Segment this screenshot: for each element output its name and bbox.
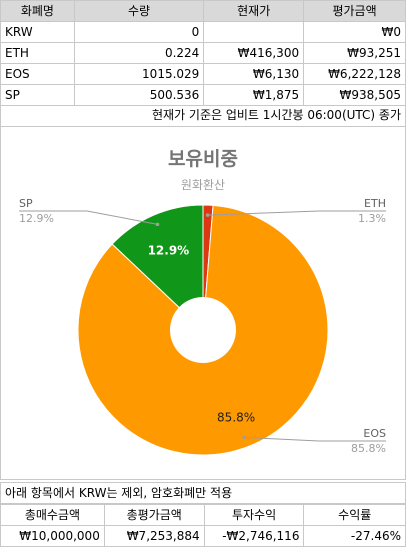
cell-return[interactable]: -27.46%: [303, 525, 406, 547]
header-cell-qty[interactable]: 수량: [73, 0, 205, 22]
cell-value[interactable]: ₩938,505: [303, 84, 406, 106]
header-cell-total-value[interactable]: 총평가금액: [103, 504, 205, 526]
slice-label-sp: 12.9%: [148, 244, 190, 258]
legend-label-eth: ETH: [364, 197, 386, 210]
cell-price[interactable]: ₩6,130: [203, 63, 305, 85]
header-cell-profit[interactable]: 투자수익: [203, 504, 305, 526]
legend-label-eos: EOS: [363, 427, 386, 440]
legend-percent-sp: 12.9%: [19, 212, 54, 225]
table-row: SP 500.536 ₩1,875 ₩938,505: [0, 84, 406, 106]
legend-percent-eos: 85.8%: [351, 442, 386, 455]
donut-hole: [170, 297, 236, 363]
holdings-table: 화폐명 수량 현재가 평가금액 KRW 0 ₩0 ETH 0.224 ₩416,…: [0, 0, 406, 106]
table-row: EOS 1015.029 ₩6,130 ₩6,222,128: [0, 63, 406, 85]
leader-dot-eos: [242, 435, 246, 440]
header-cell-name[interactable]: 화폐명: [0, 0, 75, 22]
cell-price[interactable]: ₩1,875: [203, 84, 305, 106]
pie-labels: ETH 1.3% EOS 85.8% SP 12.9% 85.8% 12.9%: [19, 197, 386, 455]
pie-slice-sp[interactable]: [111, 204, 204, 332]
holdings-pie-chart[interactable]: 보유비중 원화환산 ETH 1.3% EOS 85.8% SP 12.9% 85.8% 12.…: [0, 126, 406, 480]
cell-qty[interactable]: 500.536: [73, 84, 205, 106]
cell-qty[interactable]: 0: [73, 21, 205, 43]
summary-table: 총매수금액 총평가금액 투자수익 수익률 ₩10,000,000 ₩7,253,…: [0, 504, 406, 547]
legend-label-sp: SP: [19, 197, 33, 210]
price-note[interactable]: 현재가 기준은 업비트 1시간봉 06:00(UTC) 종가: [0, 105, 406, 127]
holdings-header-row: 화폐명 수량 현재가 평가금액: [0, 0, 406, 22]
chart-subtitle: 원화환산: [181, 178, 225, 192]
cell-value[interactable]: ₩93,251: [303, 42, 406, 64]
cell-qty[interactable]: 0.224: [73, 42, 205, 64]
summary-note[interactable]: 아래 항목에서 KRW는 제외, 암호화폐만 적용: [0, 482, 406, 504]
chart-title: 보유비중: [168, 148, 238, 170]
summary-values-row: ₩10,000,000 ₩7,253,884 -₩2,746,116 -27.4…: [0, 525, 406, 547]
leader-line-sp: [19, 210, 158, 225]
legend-percent-eth: 1.3%: [358, 212, 386, 225]
cell-qty[interactable]: 1015.029: [73, 63, 205, 85]
cell-name[interactable]: EOS: [0, 63, 75, 85]
cell-price[interactable]: ₩416,300: [203, 42, 305, 64]
cell-name[interactable]: ETH: [0, 42, 75, 64]
cell-name[interactable]: KRW: [0, 21, 75, 43]
table-row: ETH 0.224 ₩416,300 ₩93,251: [0, 42, 406, 64]
leader-line-eos: [244, 436, 386, 442]
header-cell-return[interactable]: 수익률: [303, 504, 406, 526]
cell-total-buy[interactable]: ₩10,000,000: [0, 525, 105, 547]
pie-chart-svg: 보유비중 원화환산 ETH 1.3% EOS 85.8% SP 12.9% 85.8% 12.…: [19, 148, 386, 456]
leader-line-eth: [207, 210, 386, 216]
cell-total-value[interactable]: ₩7,253,884: [103, 525, 205, 547]
table-row: KRW 0 ₩0: [0, 21, 406, 43]
cell-price[interactable]: [203, 21, 305, 43]
leader-dot-sp: [155, 222, 160, 227]
summary-header-row: 총매수금액 총평가금액 투자수익 수익률: [0, 504, 406, 526]
leader-dot-eth: [205, 213, 210, 217]
header-cell-total-buy[interactable]: 총매수금액: [0, 504, 105, 526]
header-cell-price[interactable]: 현재가: [203, 0, 305, 22]
pie-leader-lines: [19, 210, 386, 442]
cell-value[interactable]: ₩0: [303, 21, 406, 43]
cell-name[interactable]: SP: [0, 84, 75, 106]
cell-profit[interactable]: -₩2,746,116: [203, 525, 305, 547]
slice-label-eos: 85.8%: [217, 410, 255, 424]
cell-value[interactable]: ₩6,222,128: [303, 63, 406, 85]
header-cell-value[interactable]: 평가금액: [303, 0, 406, 22]
